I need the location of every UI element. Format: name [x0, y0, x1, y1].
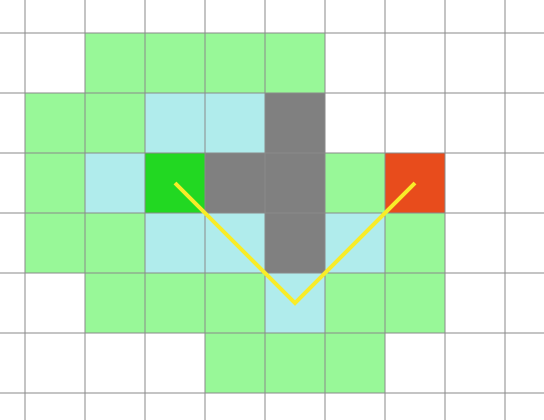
empty-cell	[204, 392, 266, 420]
wall-cell	[264, 212, 326, 274]
empty-cell	[0, 212, 26, 274]
open-cell	[84, 32, 146, 94]
empty-cell	[384, 0, 446, 34]
empty-cell	[504, 332, 544, 394]
open-cell	[144, 32, 206, 94]
empty-cell	[444, 272, 506, 334]
empty-cell	[444, 32, 506, 94]
empty-cell	[444, 392, 506, 420]
empty-cell	[444, 212, 506, 274]
empty-cell	[504, 32, 544, 94]
open-cell	[384, 272, 446, 334]
open-cell	[204, 332, 266, 394]
empty-cell	[504, 152, 544, 214]
empty-cell	[0, 332, 26, 394]
empty-cell	[24, 32, 86, 94]
closed-cell	[204, 92, 266, 154]
empty-cell	[264, 0, 326, 34]
empty-cell	[204, 0, 266, 34]
open-cell	[24, 212, 86, 274]
empty-cell	[84, 0, 146, 34]
wall-cell	[204, 152, 266, 214]
empty-cell	[504, 0, 544, 34]
open-cell	[204, 272, 266, 334]
open-cell	[24, 152, 86, 214]
closed-cell	[144, 92, 206, 154]
empty-cell	[324, 392, 386, 420]
empty-cell	[324, 32, 386, 94]
empty-cell	[84, 332, 146, 394]
open-cell	[24, 92, 86, 154]
empty-cell	[384, 92, 446, 154]
empty-cell	[444, 0, 506, 34]
empty-cell	[0, 92, 26, 154]
empty-cell	[24, 392, 86, 420]
wall-cell	[264, 92, 326, 154]
empty-cell	[24, 332, 86, 394]
open-cell	[264, 332, 326, 394]
empty-cell	[384, 32, 446, 94]
empty-cell	[0, 392, 26, 420]
empty-cell	[444, 152, 506, 214]
empty-cell	[504, 272, 544, 334]
empty-cell	[264, 392, 326, 420]
empty-cell	[84, 392, 146, 420]
empty-cell	[504, 92, 544, 154]
empty-cell	[504, 392, 544, 420]
empty-cell	[384, 392, 446, 420]
open-cell	[84, 92, 146, 154]
empty-cell	[324, 0, 386, 34]
empty-cell	[444, 332, 506, 394]
open-cell	[204, 32, 266, 94]
empty-cell	[0, 0, 26, 34]
empty-cell	[0, 32, 26, 94]
open-cell	[324, 332, 386, 394]
wall-cell	[264, 152, 326, 214]
open-cell	[264, 32, 326, 94]
closed-cell	[144, 212, 206, 274]
open-cell	[324, 152, 386, 214]
empty-cell	[444, 92, 506, 154]
empty-cell	[144, 0, 206, 34]
empty-cell	[24, 0, 86, 34]
empty-cell	[504, 212, 544, 274]
open-cell	[384, 212, 446, 274]
empty-cell	[384, 332, 446, 394]
empty-cell	[324, 92, 386, 154]
open-cell	[324, 272, 386, 334]
closed-cell	[84, 152, 146, 214]
empty-cell	[0, 272, 26, 334]
open-cell	[84, 272, 146, 334]
open-cell	[84, 212, 146, 274]
empty-cell	[24, 272, 86, 334]
empty-cell	[144, 332, 206, 394]
empty-cell	[144, 392, 206, 420]
empty-cell	[0, 152, 26, 214]
open-cell	[144, 272, 206, 334]
path-line	[173, 181, 417, 306]
